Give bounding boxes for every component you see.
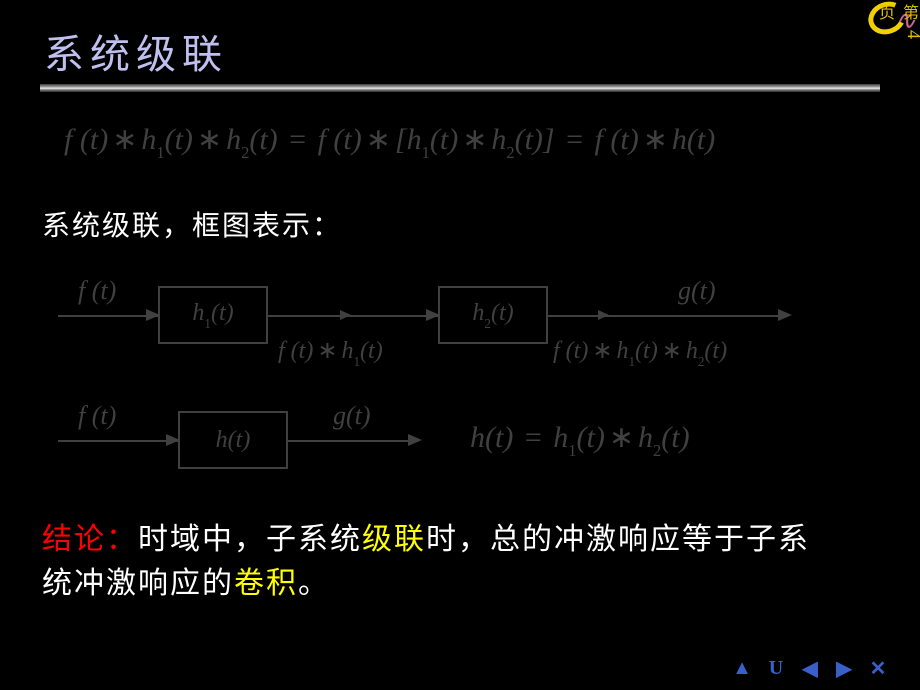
block-diagram-cascade: f (t) h1(t) f (t)∗h1(t) h2(t) g(t) f (t)…	[58, 280, 818, 385]
arrowhead-icon	[598, 310, 609, 320]
equation-ht: h(t) = h1(t)∗h2(t)	[470, 420, 690, 459]
slide: 系统级联 ∿ 第 页 4 f (t)∗h1(t)∗h2(t) = f (t)∗[…	[0, 0, 920, 690]
signal-fh1: f (t)∗h1(t)	[278, 336, 383, 368]
slide-title: 系统级联	[44, 22, 228, 80]
signal-gt-1: g(t)	[678, 276, 716, 306]
arrowhead-icon	[340, 310, 351, 320]
block-h1: h1(t)	[158, 286, 268, 344]
nav-home-button[interactable]: U	[762, 656, 790, 680]
block-h2: h2(t)	[438, 286, 548, 344]
title-divider	[40, 84, 880, 92]
conclusion-lead: 结论：	[42, 523, 138, 556]
block-diagram-combined: f (t) h(t) g(t)	[58, 405, 818, 485]
page-suffix: 页	[876, 4, 893, 22]
conclusion-text: 结论：时域中，子系统级联时，总的冲激响应等于子系统冲激响应的卷积。	[42, 518, 822, 605]
nav-prev-button[interactable]: ◀	[796, 656, 824, 680]
conclusion-p1: 时域中，子系统	[138, 523, 362, 556]
arrowhead-icon	[408, 434, 422, 446]
signal-ft-2: f (t)	[78, 401, 116, 431]
nav-up-button[interactable]: ▲	[728, 656, 756, 680]
nav-bar: ▲ U ◀ ▶ ✕	[728, 656, 892, 680]
signal-ft-1: f (t)	[78, 276, 116, 306]
signal-fh1h2: f (t)∗h1(t)∗h2(t)	[553, 336, 727, 368]
wire	[288, 440, 418, 442]
keyword-convolution: 卷积	[234, 567, 298, 600]
arrowhead-icon	[778, 309, 792, 321]
wire	[548, 315, 788, 317]
block-h: h(t)	[178, 411, 288, 469]
page-label: 第 页	[872, 4, 920, 22]
wire	[58, 315, 158, 317]
signal-gt-2: g(t)	[333, 401, 371, 431]
nav-close-button[interactable]: ✕	[864, 656, 892, 680]
keyword-cascade: 级联	[362, 523, 426, 556]
page-corner: ∿ 第 页 4	[860, 0, 920, 74]
page-number: 4	[903, 30, 920, 39]
conclusion-p3: 。	[298, 567, 330, 600]
wire	[58, 440, 178, 442]
wire	[268, 315, 438, 317]
equation-main: f (t)∗h1(t)∗h2(t) = f (t)∗[h1(t)∗h2(t)] …	[64, 122, 715, 161]
page-prefix: 第	[900, 4, 917, 22]
subtitle: 系统级联，框图表示：	[42, 204, 342, 244]
nav-next-button[interactable]: ▶	[830, 656, 858, 680]
